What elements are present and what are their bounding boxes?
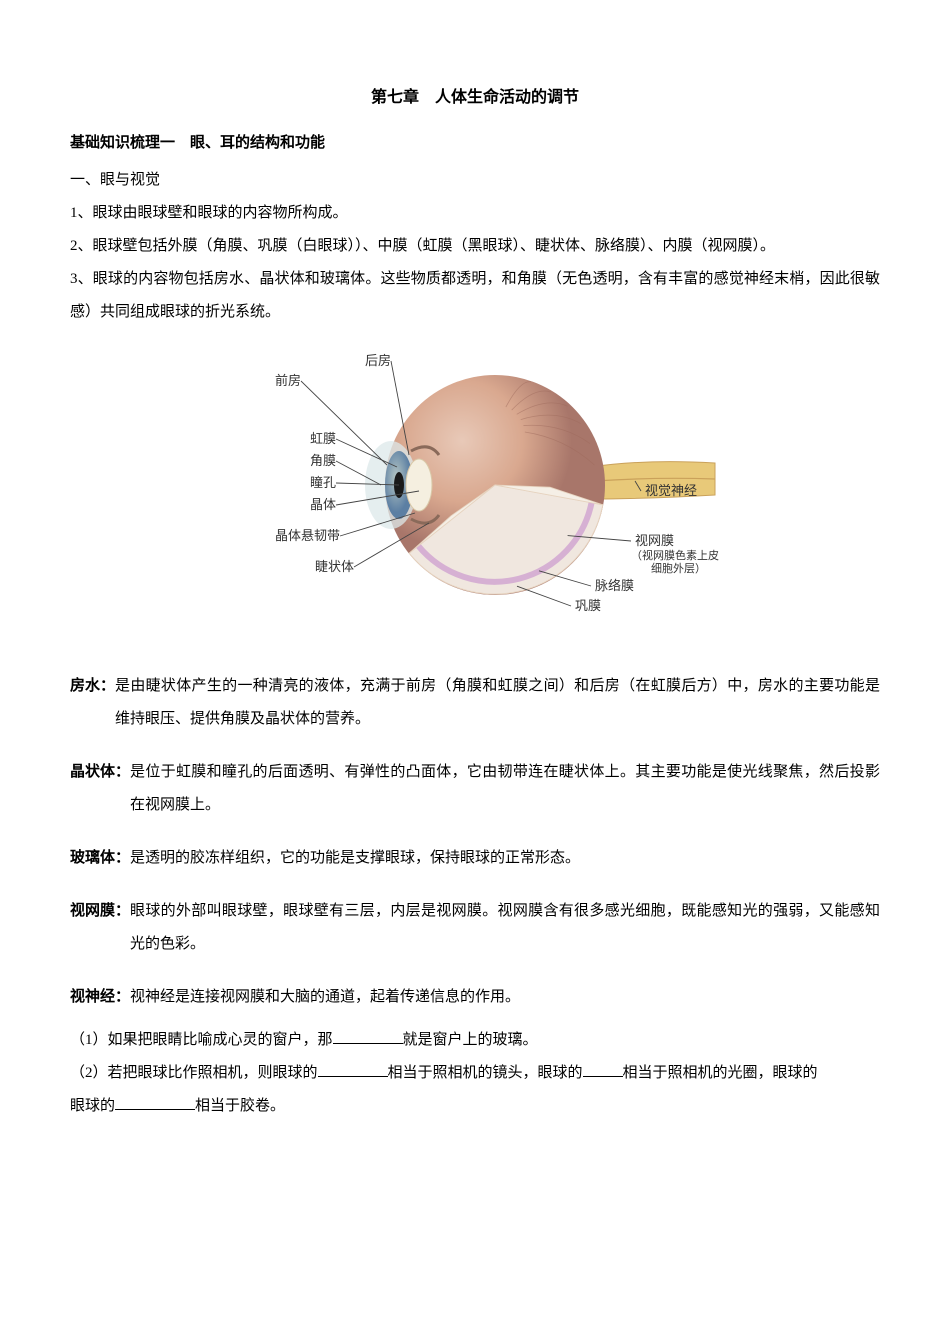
def-fangshui: 房水： 是由睫状体产生的一种清亮的液体，充满于前房（角膜和虹膜之间）和后房（在虹… — [70, 670, 880, 736]
def-body: 视神经是连接视网膜和大脑的通道，起着传递信息的作用。 — [130, 981, 520, 1014]
blank-2c[interactable] — [115, 1094, 195, 1110]
svg-text:瞳孔: 瞳孔 — [310, 475, 336, 490]
svg-text:（视网膜色素上皮: （视网膜色素上皮 — [631, 548, 719, 562]
q1-text-a: （1）如果把眼睛比喻成心灵的窗户，那 — [70, 1032, 333, 1048]
svg-text:后房: 后房 — [365, 353, 391, 368]
svg-text:虹膜: 虹膜 — [310, 431, 336, 446]
svg-text:巩膜: 巩膜 — [575, 598, 601, 613]
svg-text:细胞外层）: 细胞外层） — [651, 562, 706, 575]
svg-text:视觉神经: 视觉神经 — [645, 483, 697, 498]
chapter-title: 第七章 人体生命活动的调节 — [70, 80, 880, 115]
q2-text-a: （2）若把眼球比作照相机，则眼球的 — [70, 1065, 318, 1081]
blank-2a[interactable] — [318, 1061, 388, 1077]
eye-diagram: 前房 后房虹膜角膜瞳孔晶体晶体悬韧带睫状体 视觉神经视网膜（视网膜色素上皮细胞外层）… — [70, 345, 880, 638]
section-subtitle: 基础知识梳理一 眼、耳的结构和功能 — [70, 127, 880, 160]
def-term: 房水： — [70, 670, 115, 736]
q2-text-c: 相当于照相机的光圈，眼球的 — [623, 1065, 818, 1081]
def-term: 玻璃体： — [70, 842, 130, 875]
def-body: 是由睫状体产生的一种清亮的液体，充满于前房（角膜和虹膜之间）和后房（在虹膜后方）… — [115, 670, 880, 736]
question-2: （2）若把眼球比作照相机，则眼球的 相当于照相机的镜头，眼球的 相当于照相机的光圈，… — [70, 1057, 880, 1123]
heading-a: 一、眼与视觉 — [70, 164, 880, 197]
eye-anatomy-svg: 前房 后房虹膜角膜瞳孔晶体晶体悬韧带睫状体 视觉神经视网膜（视网膜色素上皮细胞外层）… — [215, 345, 735, 625]
paragraph-3: 3、眼球的内容物包括房水、晶状体和玻璃体。这些物质都透明，和角膜（无色透明，含有… — [70, 263, 880, 329]
paragraph-2: 2、眼球壁包括外膜（角膜、巩膜（白眼球））、中膜（虹膜（黑眼球）、睫状体、脉络膜… — [70, 230, 880, 263]
def-retina: 视网膜： 眼球的外部叫眼球壁，眼球壁有三层，内层是视网膜。视网膜含有很多感光细胞… — [70, 895, 880, 961]
def-vitreous: 玻璃体： 是透明的胶冻样组织，它的功能是支撑眼球，保持眼球的正常形态。 — [70, 842, 880, 875]
def-term: 晶状体： — [70, 756, 130, 822]
svg-text:视网膜: 视网膜 — [635, 533, 674, 548]
def-term: 视神经： — [70, 981, 130, 1014]
q1-text-b: 就是窗户上的玻璃。 — [403, 1032, 538, 1048]
def-term: 视网膜： — [70, 895, 130, 961]
question-1: （1）如果把眼睛比喻成心灵的窗户，那 就是窗户上的玻璃。 — [70, 1024, 880, 1057]
def-body: 是透明的胶冻样组织，它的功能是支撑眼球，保持眼球的正常形态。 — [130, 842, 580, 875]
svg-text:前房: 前房 — [275, 373, 301, 388]
svg-text:脉络膜: 脉络膜 — [595, 578, 634, 593]
q2-text-c2: 眼球的 — [70, 1098, 115, 1114]
svg-text:晶体悬韧带: 晶体悬韧带 — [275, 528, 340, 543]
def-lens: 晶状体： 是位于虹膜和瞳孔的后面透明、有弹性的凸面体，它由韧带连在睫状体上。其主… — [70, 756, 880, 822]
blank-2b[interactable] — [583, 1061, 623, 1077]
q2-text-b: 相当于照相机的镜头，眼球的 — [388, 1065, 583, 1081]
svg-text:角膜: 角膜 — [310, 453, 336, 468]
paragraph-1: 1、眼球由眼球壁和眼球的内容物所构成。 — [70, 197, 880, 230]
def-body: 眼球的外部叫眼球壁，眼球壁有三层，内层是视网膜。视网膜含有很多感光细胞，既能感知… — [130, 895, 880, 961]
svg-text:晶体: 晶体 — [310, 497, 336, 512]
q2-text-d: 相当于胶卷。 — [195, 1098, 285, 1114]
def-nerve: 视神经： 视神经是连接视网膜和大脑的通道，起着传递信息的作用。 — [70, 981, 880, 1014]
svg-text:睫状体: 睫状体 — [315, 559, 354, 574]
blank-1[interactable] — [333, 1028, 403, 1044]
def-body: 是位于虹膜和瞳孔的后面透明、有弹性的凸面体，它由韧带连在睫状体上。其主要功能是使… — [130, 756, 880, 822]
